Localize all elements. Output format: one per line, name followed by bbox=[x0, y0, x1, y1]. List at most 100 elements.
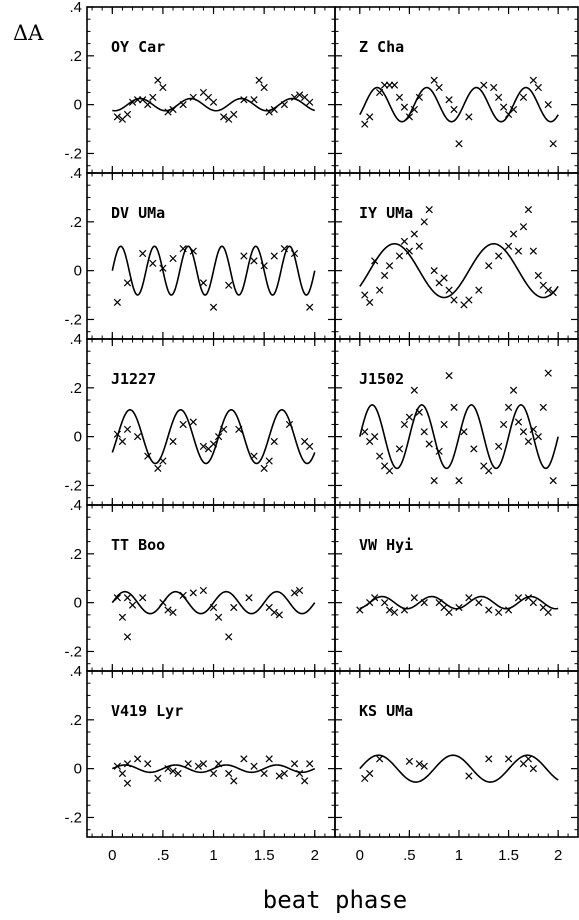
panel-frame bbox=[334, 338, 579, 506]
data-point bbox=[425, 205, 433, 214]
data-point bbox=[123, 279, 132, 287]
data-point bbox=[415, 408, 423, 416]
data-point bbox=[280, 101, 289, 109]
data-point bbox=[199, 442, 208, 451]
data-point bbox=[470, 445, 478, 453]
data-point bbox=[465, 113, 473, 121]
data-point bbox=[410, 230, 418, 238]
data-point bbox=[159, 83, 167, 92]
data-point bbox=[390, 81, 399, 89]
data-point bbox=[519, 93, 528, 101]
data-point bbox=[371, 594, 379, 602]
data-point bbox=[529, 76, 537, 84]
data-point bbox=[209, 303, 218, 311]
data-point bbox=[455, 140, 463, 148]
y-tick-label: 0 bbox=[74, 761, 82, 778]
data-point bbox=[410, 594, 418, 602]
data-point bbox=[189, 93, 197, 101]
data-point bbox=[169, 608, 177, 617]
data-point bbox=[199, 760, 208, 768]
data-point bbox=[544, 608, 552, 617]
data-point bbox=[445, 286, 453, 294]
y-tick-label: .4 bbox=[69, 663, 82, 680]
data-point bbox=[169, 437, 177, 446]
fit-curve bbox=[359, 595, 559, 610]
data-point bbox=[445, 371, 453, 380]
data-point bbox=[405, 113, 414, 121]
fit-curve bbox=[111, 245, 316, 296]
x-tick-label: 2 bbox=[311, 847, 319, 864]
data-point bbox=[306, 98, 314, 106]
data-point bbox=[529, 599, 537, 607]
data-point bbox=[209, 440, 218, 448]
data-point bbox=[250, 762, 258, 770]
y-tick-label: .2 bbox=[69, 546, 82, 563]
data-point bbox=[514, 418, 523, 426]
data-point bbox=[549, 140, 557, 148]
panel-label: Z Cha bbox=[359, 38, 404, 56]
data-point bbox=[290, 760, 299, 768]
data-point bbox=[260, 464, 268, 473]
data-point bbox=[149, 259, 157, 267]
data-point bbox=[524, 437, 533, 446]
data-point bbox=[225, 769, 233, 778]
panel-frame bbox=[86, 670, 336, 838]
data-point bbox=[405, 757, 414, 765]
data-point bbox=[504, 606, 513, 614]
fit-curve bbox=[359, 404, 559, 470]
panel-z-cha: Z Cha bbox=[334, 6, 579, 174]
data-point bbox=[480, 81, 488, 89]
data-point bbox=[240, 252, 248, 260]
data-point bbox=[270, 437, 278, 446]
y-tick-label: -.2 bbox=[64, 311, 82, 328]
data-point bbox=[529, 765, 537, 773]
data-point bbox=[534, 83, 542, 92]
data-point bbox=[133, 433, 142, 441]
data-point bbox=[245, 594, 253, 602]
data-point bbox=[529, 247, 537, 255]
data-point bbox=[420, 762, 428, 770]
data-point bbox=[113, 298, 121, 307]
data-point bbox=[495, 442, 503, 451]
panel-frame bbox=[86, 172, 336, 340]
data-point bbox=[549, 476, 557, 485]
data-point bbox=[280, 769, 289, 778]
data-point bbox=[270, 608, 278, 617]
panel-label: J1502 bbox=[359, 370, 404, 388]
data-point bbox=[509, 105, 518, 114]
fit-curve bbox=[111, 590, 316, 615]
data-point bbox=[490, 83, 498, 92]
data-point bbox=[144, 760, 152, 768]
y-tick-label: 0 bbox=[74, 595, 82, 612]
panel-label: VW Hyi bbox=[359, 536, 413, 554]
data-point bbox=[139, 249, 147, 258]
panel-frame bbox=[86, 338, 336, 506]
data-point bbox=[376, 452, 384, 460]
data-point bbox=[405, 413, 414, 421]
y-tick-label: -.2 bbox=[64, 809, 82, 826]
data-point bbox=[410, 386, 418, 394]
data-point bbox=[113, 430, 121, 438]
data-point bbox=[371, 433, 379, 441]
data-point bbox=[225, 281, 233, 289]
panel-oy-car: -.2 0 .2 .4 OY Car bbox=[64, 0, 336, 174]
fit-curve bbox=[111, 764, 316, 774]
data-point bbox=[235, 425, 243, 433]
data-point bbox=[230, 603, 238, 612]
data-point bbox=[420, 599, 428, 607]
data-point bbox=[519, 223, 528, 231]
panel-frame bbox=[334, 670, 579, 838]
data-point bbox=[405, 247, 414, 255]
data-point bbox=[250, 257, 258, 265]
data-point bbox=[214, 613, 223, 621]
data-point bbox=[290, 93, 299, 101]
data-point bbox=[450, 105, 458, 114]
panel-v419-lyr: -.2 0 .2 .4 0 .5 1 1.5 2 V419 Lyr bbox=[64, 663, 336, 864]
panel-frame bbox=[334, 504, 579, 672]
data-point bbox=[400, 103, 409, 111]
data-point bbox=[295, 769, 304, 778]
data-point bbox=[275, 611, 283, 619]
data-point bbox=[265, 108, 273, 116]
data-point bbox=[306, 760, 314, 768]
